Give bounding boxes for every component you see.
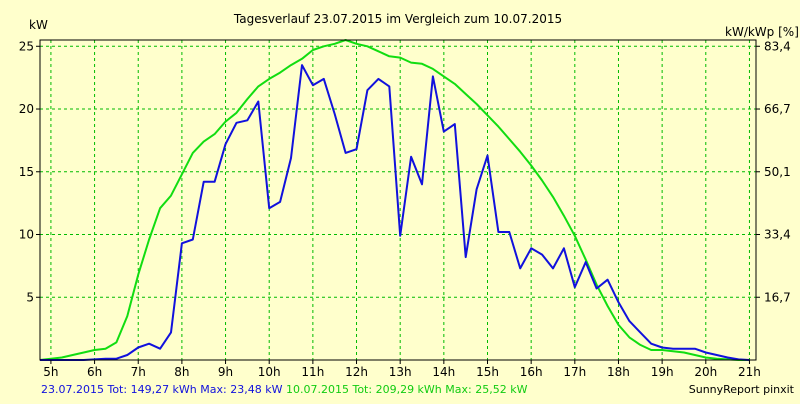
- series-layer: [39, 39, 750, 361]
- x-tick-label: 21h: [738, 365, 761, 379]
- x-tick-label: 5h: [43, 365, 58, 379]
- y-tick-label-left: 15: [19, 165, 34, 179]
- x-axis: 5h 6h 7h 8h 9h 10h 11h 12h 13h 14h 15h 16h 17h 18h 19h…: [43, 360, 761, 379]
- x-tick-label: 19h: [651, 365, 674, 379]
- y-tick-label-right: 83,4: [764, 39, 791, 53]
- y-tick-label-right: 16,7: [764, 290, 791, 304]
- plot-frame: [39, 39, 757, 361]
- x-tick-label: 7h: [131, 365, 146, 379]
- x-tick-label: 8h: [174, 365, 189, 379]
- series-line-23-07-2015: [40, 64, 750, 361]
- x-tick-label: 6h: [87, 365, 102, 379]
- x-tick-label: 13h: [389, 365, 412, 379]
- x-tick-label: 18h: [607, 365, 630, 379]
- y-tick-label-left: 5: [26, 290, 34, 304]
- x-tick-label: 16h: [520, 365, 543, 379]
- y-tick-label-right: 33,4: [764, 228, 791, 242]
- series-line-10-07-2015: [39, 39, 750, 361]
- x-tick-label: 11h: [301, 365, 324, 379]
- y-tick-label-right: 50,1: [764, 165, 791, 179]
- legend-series-b: 10.07.2015 Tot: 209,29 kWh Max: 25,52 kW: [286, 383, 528, 396]
- chart-title: Tagesverlauf 23.07.2015 im Vergleich zum…: [233, 12, 562, 26]
- x-tick-label: 15h: [476, 365, 499, 379]
- x-tick-label: 10h: [258, 365, 281, 379]
- y-axis-left-label: kW: [29, 18, 48, 32]
- x-tick-label: 20h: [694, 365, 717, 379]
- y-tick-label-right: 66,7: [764, 102, 791, 116]
- brand-label: SunnyReport pinxit: [688, 383, 794, 396]
- y-tick-label-left: 20: [19, 102, 34, 116]
- x-tick-label: 14h: [432, 365, 455, 379]
- y-axis-right-label: kW/kWp [%]: [725, 25, 799, 39]
- y-tick-label-left: 10: [19, 228, 34, 242]
- grid-lines: [40, 40, 756, 360]
- y-axis-left: 5 10 15 20 25: [19, 39, 40, 304]
- x-tick-label: 17h: [563, 365, 586, 379]
- x-tick-label: 12h: [345, 365, 368, 379]
- y-axis-right: 16,7 33,4 50,1 66,7 83,4: [756, 39, 791, 304]
- legend-series-a: 23.07.2015 Tot: 149,27 kWh Max: 23,48 kW: [41, 383, 283, 396]
- x-tick-label: 9h: [218, 365, 233, 379]
- y-tick-label-left: 25: [19, 39, 34, 53]
